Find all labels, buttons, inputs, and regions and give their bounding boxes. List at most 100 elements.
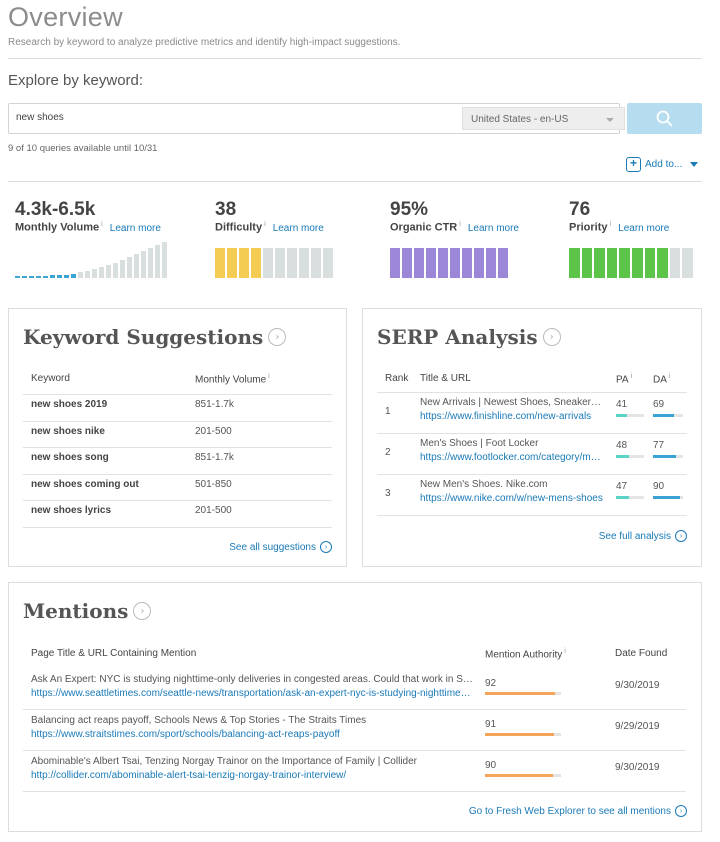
difficulty-gauge-segment	[323, 248, 333, 278]
volume-trend-bar	[99, 267, 104, 278]
see-all-suggestions-link[interactable]: See all suggestions ›	[229, 541, 332, 553]
search-button[interactable]	[627, 103, 702, 134]
keyword-search-input[interactable]	[16, 112, 456, 123]
col-date-found: Date Found	[615, 648, 668, 659]
row-divider	[23, 420, 332, 422]
mention-date: 9/30/2019	[615, 680, 660, 691]
col-title-url: Title & URL	[420, 373, 471, 384]
suggestion-keyword-link[interactable]: new shoes song	[31, 452, 109, 463]
row-divider	[23, 394, 332, 395]
info-icon: i	[268, 373, 270, 380]
chevron-down-icon	[606, 118, 614, 122]
row-divider	[23, 473, 332, 475]
chevron-right-circle-icon: ›	[320, 541, 332, 553]
info-icon: i	[101, 221, 103, 228]
ctr-value: 95%	[390, 199, 429, 220]
queries-remaining: 9 of 10 queries available until 10/31	[8, 143, 158, 154]
ctr-gauge	[390, 248, 508, 278]
explore-heading: Explore by keyword:	[8, 72, 144, 89]
priority-gauge-segment	[644, 248, 656, 278]
difficulty-gauge-segment	[251, 248, 261, 278]
suggestion-keyword-link[interactable]: new shoes 2019	[31, 399, 108, 410]
priority-learn-more-link[interactable]: Learn more	[618, 222, 670, 234]
search-box: United States - en-US	[8, 103, 625, 134]
pa-bar-fill	[616, 496, 630, 499]
difficulty-gauge	[215, 248, 333, 278]
locale-select-value: United States - en-US	[471, 114, 569, 125]
keyword-suggestions-card: Keyword Suggestions › Keyword Monthly Vo…	[8, 308, 347, 567]
mention-url-link[interactable]: http://collider.com/abominable-alert-tsa…	[31, 770, 347, 781]
mention-url-link[interactable]: https://www.straitstimes.com/sport/schoo…	[31, 729, 340, 740]
see-full-analysis-link[interactable]: See full analysis ›	[599, 530, 687, 542]
suggestion-keyword-link[interactable]: new shoes lyrics	[31, 505, 112, 516]
ctr-gauge-segment	[486, 248, 496, 278]
ctr-gauge-segment	[426, 248, 436, 278]
volume-trend-bar	[64, 275, 69, 278]
col-monthly-volume-text: Monthly Volume	[195, 374, 267, 386]
volume-trend-bar	[134, 254, 139, 278]
volume-trend-bar	[92, 269, 97, 278]
pa-bar	[616, 414, 644, 417]
suggestion-keyword-link[interactable]: new shoes nike	[31, 425, 105, 437]
row-divider	[23, 447, 332, 448]
col-rank: Rank	[385, 373, 409, 384]
row-divider	[23, 709, 686, 710]
serp-pa-value: 41	[616, 399, 628, 410]
difficulty-learn-more-link[interactable]: Learn more	[272, 222, 324, 234]
add-to-button[interactable]: + Add to...	[626, 157, 699, 172]
mention-title: Abominable's Albert Tsai, Tenzing Norgay…	[31, 756, 417, 767]
col-da: DA i	[653, 373, 670, 385]
volume-learn-more-link[interactable]: Learn more	[109, 222, 161, 234]
da-bar	[653, 455, 683, 458]
col-mention-authority-text: Mention Authority	[485, 649, 563, 661]
suggestion-keyword-link[interactable]: new shoes coming out	[31, 478, 139, 490]
volume-trend-bar	[15, 276, 20, 278]
row-divider	[377, 474, 687, 475]
mention-authority-bar-fill	[485, 774, 554, 777]
difficulty-gauge-segment	[263, 248, 273, 278]
serp-rank: 2	[385, 447, 391, 458]
mention-date: 9/29/2019	[615, 721, 660, 732]
keyword-suggestions-title-text: Keyword Suggestions	[23, 325, 264, 349]
volume-value: 4.3k-6.5k	[15, 199, 96, 220]
metric-ctr: 95% Organic CTR i Learn more	[390, 199, 519, 234]
ctr-gauge-segment	[390, 248, 400, 278]
see-full-analysis-text: See full analysis	[598, 530, 671, 542]
priority-gauge-segment	[594, 248, 605, 278]
chevron-right-circle-icon[interactable]: ›	[133, 602, 152, 620]
suggestion-volume: 201-500	[195, 425, 232, 437]
serp-result-url-link[interactable]: https://www.finishline.com/new-arrivals	[420, 411, 592, 422]
difficulty-gauge-segment	[299, 248, 309, 278]
volume-trend-bar	[127, 257, 132, 278]
mention-title: Ask An Expert: NYC is studying nighttime…	[31, 674, 473, 685]
keyword-suggestions-title: Keyword Suggestions ›	[23, 325, 287, 349]
chevron-right-circle-icon: ›	[675, 530, 687, 542]
difficulty-value: 38	[215, 199, 237, 220]
fresh-web-explorer-link[interactable]: Go to Fresh Web Explorer to see all ment…	[469, 805, 687, 817]
metric-difficulty: 38 Difficulty i Learn more	[215, 199, 324, 234]
locale-select[interactable]: United States - en-US	[462, 107, 625, 130]
priority-gauge-segment	[657, 248, 668, 278]
serp-pa-value: 48	[616, 440, 628, 451]
col-page-title-url: Page Title & URL Containing Mention	[31, 648, 197, 659]
suggestion-volume: 501-850	[195, 478, 232, 490]
volume-trend-bar	[78, 272, 83, 278]
chevron-right-circle-icon[interactable]: ›	[542, 328, 561, 346]
pa-bar	[616, 455, 644, 458]
volume-trend-bar	[43, 276, 48, 278]
col-pa-text: PA	[616, 374, 629, 386]
da-bar	[653, 414, 683, 417]
ctr-gauge-segment	[414, 248, 424, 278]
col-da-text: DA	[653, 374, 667, 386]
chevron-right-circle-icon[interactable]: ›	[268, 328, 287, 346]
serp-da-value: 77	[653, 440, 665, 451]
serp-result-url-link[interactable]: https://www.nike.com/w/new-mens-shoes	[420, 493, 603, 504]
page-title: Overview	[8, 2, 123, 32]
volume-trend-bar	[22, 276, 27, 278]
pa-bar	[616, 496, 644, 499]
mention-url-link[interactable]: https://www.seattletimes.com/seattle-new…	[31, 688, 473, 699]
serp-result-url-link[interactable]: https://www.footlocker.com/category/mens…	[420, 452, 604, 463]
row-divider	[377, 433, 687, 434]
ctr-learn-more-link[interactable]: Learn more	[467, 222, 519, 234]
mention-authority-bar	[485, 774, 561, 777]
